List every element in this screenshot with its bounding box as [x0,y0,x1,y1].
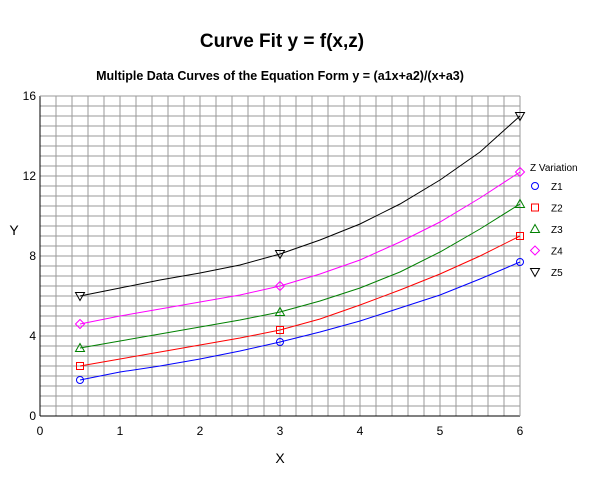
legend-marker-z4 [529,245,541,256]
series-z1-point [516,258,524,266]
series-z4-point [74,318,86,330]
series-z1-point [276,338,284,346]
series-z3-point [274,306,286,316]
axes [39,95,521,417]
legend-marker-z2 [531,203,539,212]
x-axis-label: X [275,450,285,466]
series-z4-point [514,166,526,178]
series-z1-point [76,376,84,384]
series-z1 [76,258,524,384]
legend-label-z1: Z1 [551,182,563,193]
series-z2 [76,232,524,370]
series-z1-line [79,261,521,381]
series-group [74,112,526,384]
x-tick-label: 6 [517,424,524,438]
legend-marker-z3 [529,223,541,233]
series-z2-point [276,326,284,334]
y-tick-label: 0 [29,409,36,423]
legend-title: Z Variation [530,163,578,174]
x-tick-label: 3 [277,424,284,438]
legend: Z Variation Z1 Z2 Z3 Z4 Z5 [529,163,578,279]
series-z2-point [76,362,84,370]
x-tick-label: 5 [437,424,444,438]
x-tick-label: 1 [117,424,124,438]
series-z3-point [74,342,86,352]
grid [40,96,520,416]
y-tick-label: 4 [29,329,36,343]
series-z5-line [79,115,521,297]
legend-label-z5: Z5 [551,268,563,279]
series-z3-point [514,198,526,208]
x-tick-label: 0 [37,424,44,438]
series-z5-point [74,292,86,302]
series-z4-line [79,171,521,325]
series-z3 [74,198,526,352]
y-tick-label: 16 [23,89,37,103]
series-z3-line [79,203,521,349]
series-z4 [74,166,526,330]
x-tick-label: 4 [357,424,364,438]
series-z5 [74,112,526,302]
series-z2-point [516,232,524,240]
chart-title: Curve Fit y = f(x,z) [200,31,364,52]
series-z5-point [514,112,526,122]
legend-label-z2: Z2 [551,204,563,215]
x-tick-label: 2 [197,424,204,438]
chart-subtitle: Multiple Data Curves of the Equation For… [96,69,464,83]
y-tick-label: 8 [29,249,36,263]
y-axis-label: Y [9,222,19,238]
legend-label-z4: Z4 [551,247,563,258]
series-z4-point [274,280,286,292]
series-z5-point [274,250,286,260]
legend-marker-z5 [529,268,541,278]
legend-label-z3: Z3 [551,225,563,236]
y-tick-label: 12 [23,169,37,183]
series-z2-line [79,235,521,367]
legend-marker-z1 [531,182,539,190]
